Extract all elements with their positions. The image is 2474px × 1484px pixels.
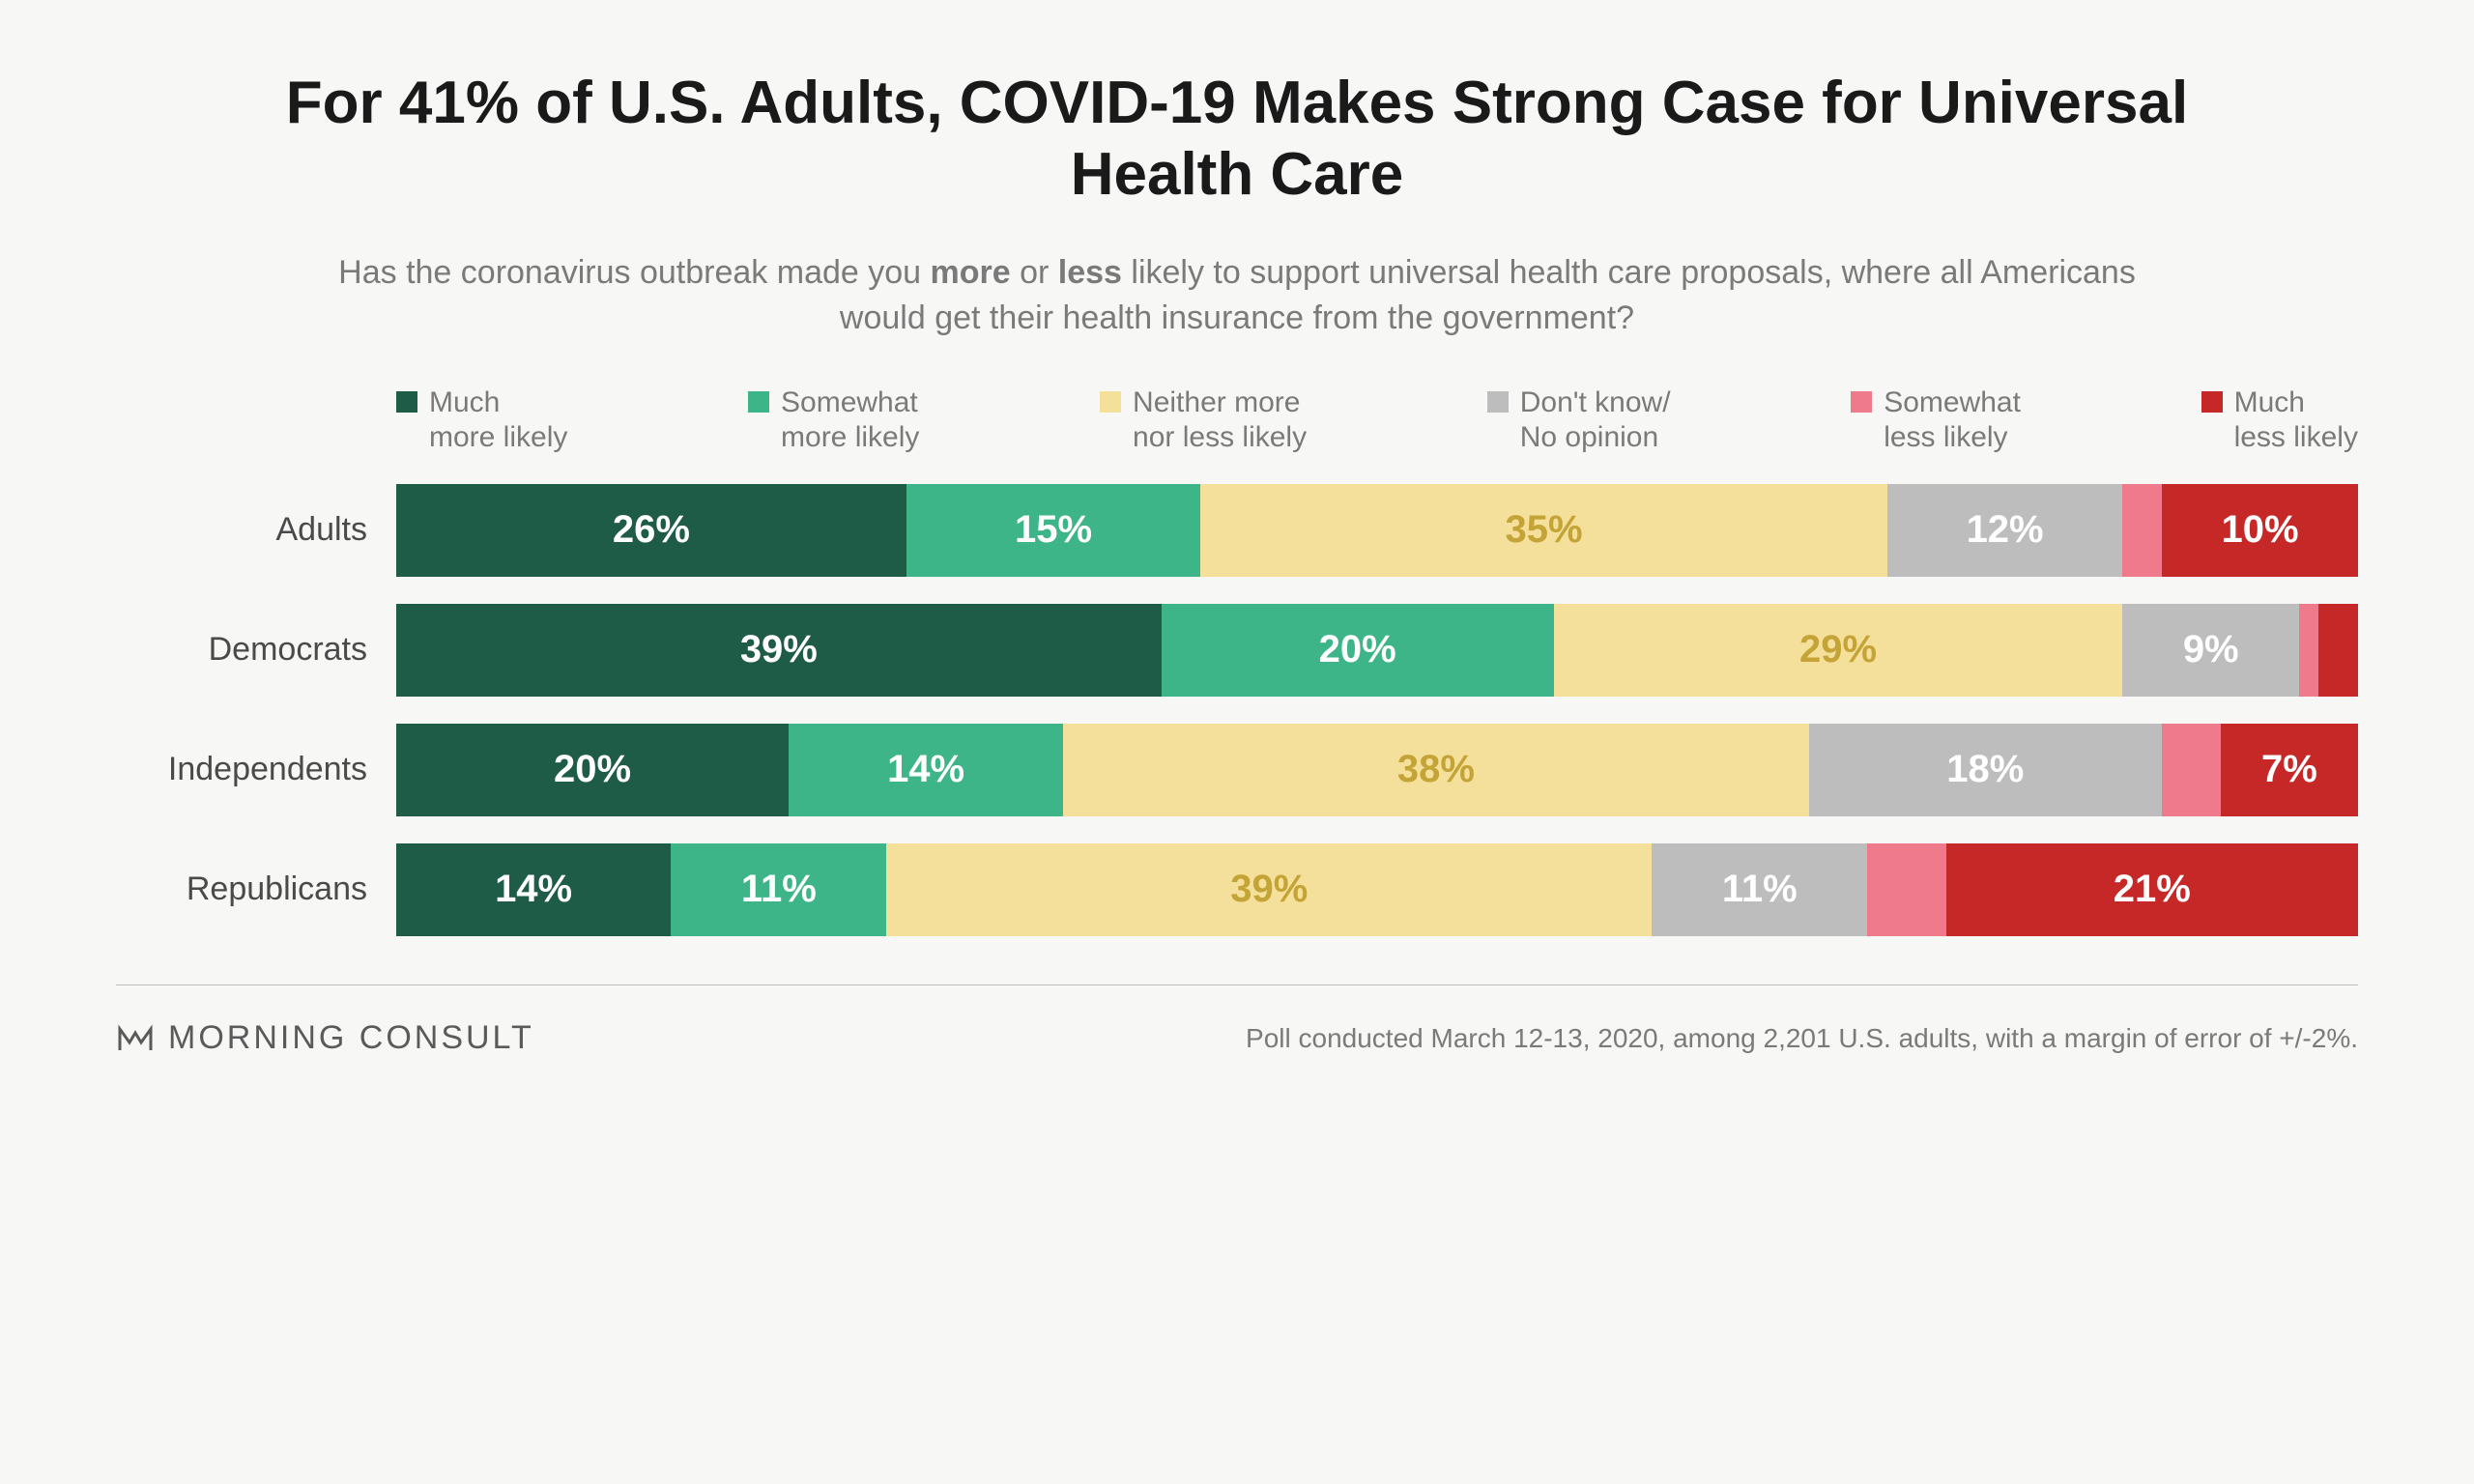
bar-segment xyxy=(1867,843,1945,936)
chart-row: Adults26%15%35%12% 10% xyxy=(116,484,2358,577)
brand-logo: MORNING CONSULT xyxy=(116,1019,534,1058)
row-label: Independents xyxy=(116,751,396,788)
bar-segment: 10% xyxy=(2162,484,2358,577)
bar-segment: 29% xyxy=(1554,604,2123,697)
footnote: Poll conducted March 12-13, 2020, among … xyxy=(1246,1023,2358,1054)
legend-item: Don't know/No opinion xyxy=(1487,385,1671,455)
chart-subtitle: Has the coronavirus outbreak made you mo… xyxy=(116,250,2358,342)
bar-segment: 26% xyxy=(396,484,906,577)
chart-row: Republicans14%11%39%11%21% xyxy=(116,843,2358,936)
legend-item: Neither morenor less likely xyxy=(1100,385,1307,455)
bar-segment: 18% xyxy=(1809,724,2162,816)
legend-label: Somewhatmore likely xyxy=(781,385,919,455)
legend-item: Somewhatmore likely xyxy=(748,385,919,455)
bar-segment: 20% xyxy=(1162,604,1554,697)
morning-consult-icon xyxy=(116,1019,155,1058)
stacked-bar: 39%20%29%9% xyxy=(396,604,2358,697)
bar-segment: 38% xyxy=(1063,724,1808,816)
stacked-bar: 26%15%35%12% 10% xyxy=(396,484,2358,577)
bar-segment: 12% xyxy=(1887,484,2123,577)
stacked-bar: 14%11%39%11%21% xyxy=(396,843,2358,936)
row-label: Adults xyxy=(116,511,396,549)
bar-segment: 39% xyxy=(396,604,1162,697)
legend-item: Somewhatless likely xyxy=(1851,385,2021,455)
bar-segment: 14% xyxy=(396,843,671,936)
bar-segment: 15% xyxy=(906,484,1201,577)
legend-swatch xyxy=(396,391,417,413)
bar-segment: 14% xyxy=(789,724,1063,816)
bar-segment xyxy=(2122,484,2162,577)
bar-segment: 35% xyxy=(1200,484,1887,577)
legend-item: Muchmore likely xyxy=(396,385,567,455)
bar-segment: 21% xyxy=(1946,843,2358,936)
chart-row: Independents20%14%38%18% 7% xyxy=(116,724,2358,816)
legend-label: Somewhatless likely xyxy=(1884,385,2021,455)
bar-segment: 11% xyxy=(671,843,886,936)
chart-row: Democrats39%20%29%9% xyxy=(116,604,2358,697)
bar-segment xyxy=(2162,724,2221,816)
legend-swatch xyxy=(2201,391,2223,413)
legend-label: Don't know/No opinion xyxy=(1520,385,1671,455)
subtitle-bold-less: less xyxy=(1058,254,1122,291)
chart-title: For 41% of U.S. Adults, COVID-19 Makes S… xyxy=(116,68,2358,212)
subtitle-text: Has the coronavirus outbreak made you xyxy=(338,254,930,291)
bar-segment xyxy=(2299,604,2318,697)
stacked-bar-chart: Adults26%15%35%12%10%Democrats39%20%29%9… xyxy=(116,484,2358,936)
legend-label: Neither morenor less likely xyxy=(1133,385,1307,455)
legend-swatch xyxy=(1487,391,1509,413)
row-label: Democrats xyxy=(116,631,396,669)
legend-swatch xyxy=(748,391,769,413)
bar-segment: 11% xyxy=(1652,843,1867,936)
bar-segment: 20% xyxy=(396,724,789,816)
subtitle-bold-more: more xyxy=(931,254,1011,291)
bar-segment xyxy=(2318,604,2358,697)
footer: MORNING CONSULT Poll conducted March 12-… xyxy=(116,985,2358,1058)
legend-label: Muchless likely xyxy=(2234,385,2358,455)
legend: Muchmore likely Somewhatmore likely Neithe… xyxy=(116,385,2358,484)
legend-swatch xyxy=(1851,391,1872,413)
row-label: Republicans xyxy=(116,870,396,908)
bar-segment: 7% xyxy=(2221,724,2358,816)
bar-segment: 9% xyxy=(2122,604,2299,697)
legend-label: Muchmore likely xyxy=(429,385,567,455)
legend-swatch xyxy=(1100,391,1121,413)
subtitle-text: or xyxy=(1011,254,1058,291)
legend-item: Muchless likely xyxy=(2201,385,2358,455)
brand-text: MORNING CONSULT xyxy=(168,1019,534,1057)
stacked-bar: 20%14%38%18% 7% xyxy=(396,724,2358,816)
bar-segment: 39% xyxy=(886,843,1652,936)
